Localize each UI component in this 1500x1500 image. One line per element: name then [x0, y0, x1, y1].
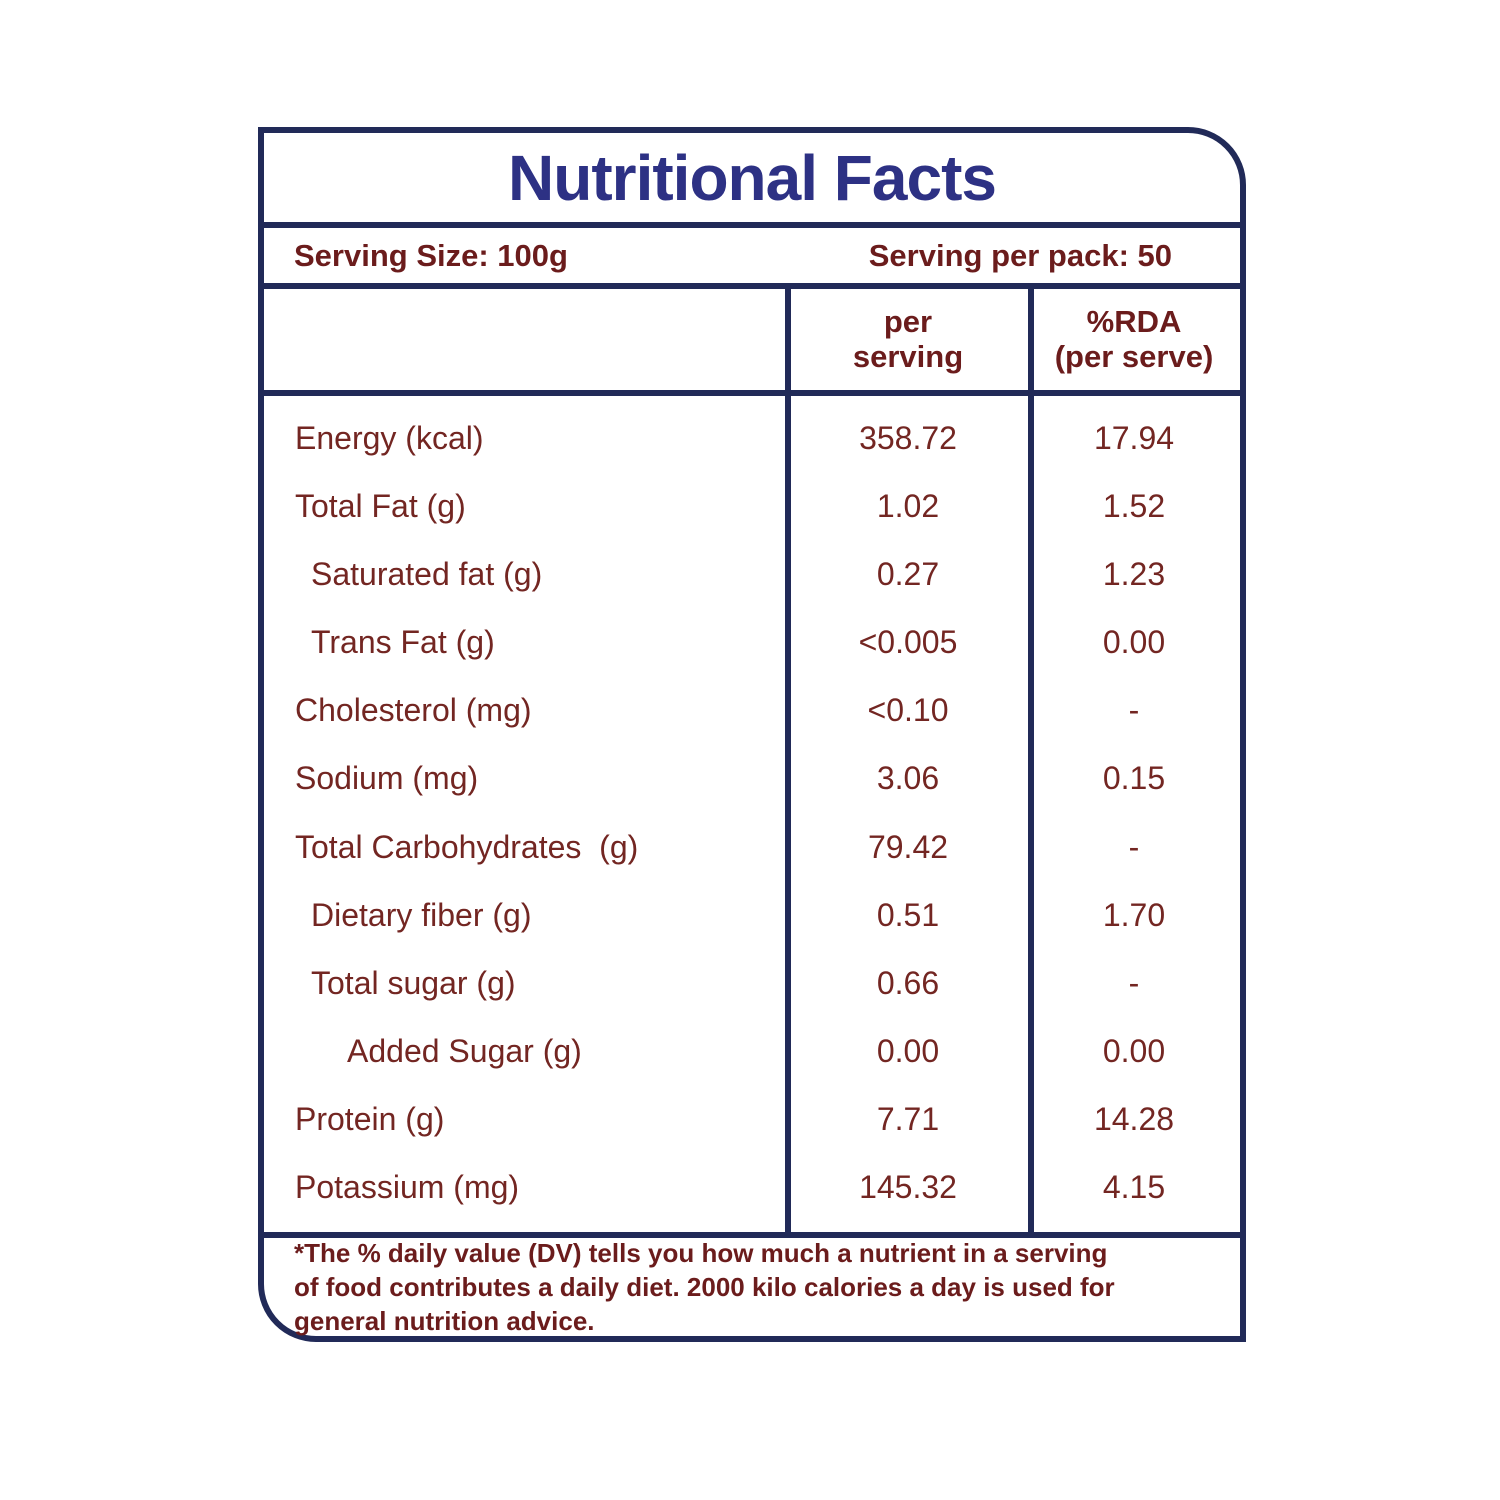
nutrient-row: Potassium (mg) 145.32 4.15 — [264, 1154, 1240, 1222]
nutrient-rda-value: 4.15 — [1102, 1169, 1166, 1206]
nutrient-label: Total Carbohydrates (g) — [295, 828, 639, 865]
nutrient-label-cell: Cholesterol (mg) — [264, 692, 788, 729]
nutrient-rda-value: - — [1128, 692, 1140, 729]
nutrient-row: Total Carbohydrates (g) 79.42 - — [264, 813, 1240, 881]
footnote-line1: *The % daily value (DV) tells you how mu… — [294, 1237, 1108, 1268]
nutrient-row: Added Sugar (g) 0.00 0.00 — [264, 1018, 1240, 1086]
nutrient-per-serving-value: 358.72 — [859, 419, 957, 456]
column-divider-2 — [1028, 283, 1034, 1236]
nutrient-rda-value: 1.70 — [1102, 896, 1166, 933]
nutrient-per-serving-value: 3.06 — [876, 760, 940, 797]
body-rows: Energy (kcal) 358.72 17.94 Total Fat (g)… — [264, 396, 1240, 1238]
nutrient-per-serving-value: 145.32 — [859, 1169, 957, 1206]
nutrient-row: Cholesterol (mg) <0.10 - — [264, 677, 1240, 745]
header-rda-line1: %RDA — [1086, 304, 1182, 340]
nutrient-label: Total sugar (g) — [311, 964, 516, 1001]
nutrient-label-cell: Trans Fat (g) — [264, 624, 788, 661]
nutrient-per-serving-value: 79.42 — [867, 828, 949, 865]
nutrient-label-cell: Total Fat (g) — [264, 488, 788, 525]
page-title: Nutritional Facts — [508, 141, 997, 214]
nutrient-rda-value: 1.23 — [1102, 555, 1166, 592]
serving-per-pack-label: Serving per pack: 50 — [868, 237, 1172, 273]
nutrient-rda-value: - — [1128, 964, 1140, 1001]
title-row: Nutritional Facts — [264, 133, 1240, 228]
serving-size-label: Serving Size: 100g — [294, 237, 568, 273]
nutrient-rda-value: 17.94 — [1093, 419, 1175, 456]
nutrient-label: Added Sugar (g) — [347, 1033, 582, 1070]
nutrient-row: Dietary fiber (g) 0.51 1.70 — [264, 881, 1240, 949]
nutrient-label: Sodium (mg) — [295, 760, 479, 797]
nutrient-label-cell: Potassium (mg) — [264, 1169, 788, 1206]
nutrient-label-cell: Saturated fat (g) — [264, 556, 788, 593]
footnote-line3: general nutrition advice. — [294, 1306, 595, 1337]
nutrient-per-serving-value: 0.00 — [876, 1033, 940, 1070]
nutrient-label: Dietary fiber (g) — [311, 896, 532, 933]
nutrient-per-serving-value: 7.71 — [876, 1101, 940, 1138]
header-rda-line2: (per serve) — [1054, 338, 1214, 374]
nutrient-per-serving-value: 0.51 — [876, 896, 940, 933]
footnote: *The % daily value (DV) tells you how mu… — [264, 1237, 1240, 1337]
nutrient-rda-value: 0.00 — [1102, 624, 1166, 661]
serving-info-row: Serving Size: 100g Serving per pack: 50 — [264, 228, 1240, 289]
nutrient-row: Trans Fat (g) <0.005 0.00 — [264, 609, 1240, 677]
nutrient-per-serving-value: <0.10 — [867, 692, 949, 729]
nutrient-rda-value: 0.00 — [1102, 1033, 1166, 1070]
header-per-serving-line2: serving — [852, 338, 964, 374]
nutrient-label-cell: Sodium (mg) — [264, 760, 788, 797]
nutrient-label-cell: Protein (g) — [264, 1101, 788, 1138]
nutrient-row: Protein (g) 7.71 14.28 — [264, 1086, 1240, 1154]
header-rda: %RDA (per serve) — [1028, 305, 1240, 373]
nutrient-per-serving-value: 0.66 — [876, 964, 940, 1001]
nutrient-label: Trans Fat (g) — [311, 624, 495, 661]
nutrient-label-cell: Total sugar (g) — [264, 965, 788, 1002]
nutrient-label-cell: Added Sugar (g) — [264, 1033, 788, 1070]
header-per-serving: per serving — [788, 305, 1028, 373]
nutrient-rda-value: 14.28 — [1093, 1101, 1175, 1138]
nutrient-label: Total Fat (g) — [295, 487, 466, 524]
column-divider-1 — [785, 283, 791, 1236]
nutrition-facts-panel: Nutritional Facts Serving Size: 100g Ser… — [258, 127, 1246, 1342]
nutrient-row: Saturated fat (g) 0.27 1.23 — [264, 540, 1240, 608]
nutrient-rda-value: - — [1128, 828, 1140, 865]
nutrient-rda-value: 0.15 — [1102, 760, 1166, 797]
nutrient-label-cell: Total Carbohydrates (g) — [264, 829, 788, 866]
nutrient-row: Sodium (mg) 3.06 0.15 — [264, 745, 1240, 813]
nutrient-label: Cholesterol (mg) — [295, 692, 532, 729]
header-per-serving-line1: per — [883, 304, 933, 340]
nutrient-rda-value: 1.52 — [1102, 487, 1166, 524]
nutrient-label: Protein (g) — [295, 1101, 445, 1138]
nutrient-label-cell: Dietary fiber (g) — [264, 897, 788, 934]
nutrient-row: Energy (kcal) 358.72 17.94 — [264, 404, 1240, 472]
nutrient-label-cell: Energy (kcal) — [264, 420, 788, 457]
nutrient-label: Energy (kcal) — [295, 419, 484, 456]
footnote-line2: of food contributes a daily diet. 2000 k… — [294, 1271, 1115, 1302]
nutrient-label: Potassium (mg) — [295, 1169, 520, 1206]
table-header-row: per serving %RDA (per serve) — [264, 289, 1240, 396]
nutrient-per-serving-value: 1.02 — [876, 487, 940, 524]
nutrient-row: Total sugar (g) 0.66 - — [264, 949, 1240, 1017]
nutrient-per-serving-value: <0.005 — [858, 624, 958, 661]
nutrient-row: Total Fat (g) 1.02 1.52 — [264, 472, 1240, 540]
nutrient-label: Saturated fat (g) — [311, 555, 543, 592]
nutrient-per-serving-value: 0.27 — [876, 555, 940, 592]
